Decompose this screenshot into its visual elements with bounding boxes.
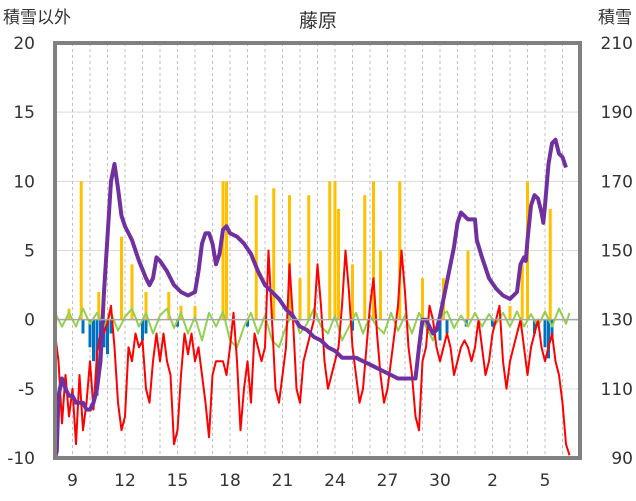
- blue-bar: [547, 319, 550, 359]
- blue-bar: [246, 319, 249, 327]
- yellow-bar: [466, 250, 470, 320]
- x-tick-label: 2: [487, 471, 498, 491]
- y-left-tick-label: 15: [13, 103, 35, 123]
- y-right-tick-label: 90: [611, 449, 633, 469]
- blue-bar: [106, 319, 109, 355]
- x-axis-ticks: 9 12 15 18 21 24 27 30 2 5: [67, 471, 550, 491]
- blue-bar: [533, 319, 536, 334]
- blue-bar: [144, 319, 148, 334]
- blue-bar: [550, 319, 554, 341]
- x-tick-label: 18: [219, 471, 241, 491]
- blue-bar: [351, 319, 354, 331]
- yellow-bar: [548, 209, 552, 320]
- blue-bar: [445, 319, 449, 334]
- right-axis-title: 積雪: [598, 8, 632, 28]
- blue-bar: [81, 319, 85, 334]
- x-tick-label: 27: [377, 471, 399, 491]
- yellow-bar: [351, 264, 354, 320]
- blue-bar: [543, 319, 547, 348]
- y-left-tick-label: 20: [13, 34, 35, 54]
- blue-bar: [491, 319, 494, 327]
- x-tick-label: 5: [540, 471, 551, 491]
- blue-bar: [438, 319, 442, 341]
- blue-bar: [141, 319, 144, 341]
- yellow-bar: [254, 195, 258, 320]
- yellow-bar: [120, 236, 123, 320]
- y-left-tick-label: 10: [13, 172, 35, 192]
- y-right-tick-label: 130: [601, 311, 633, 331]
- x-tick-label: 9: [67, 471, 78, 491]
- yellow-bar: [97, 292, 101, 320]
- y-left-tick-label: -10: [7, 449, 35, 469]
- left-axis-ticks: 20 15 10 5 0 -5 -10: [7, 34, 35, 469]
- yellow-bar: [520, 264, 524, 320]
- yellow-bar: [272, 188, 276, 320]
- yellow-bar: [130, 264, 134, 320]
- y-right-tick-label: 170: [601, 172, 633, 192]
- yellow-bar: [288, 195, 291, 320]
- right-axis-ticks: 210 190 170 150 130 110 90: [601, 34, 633, 469]
- yellow-bar: [421, 278, 424, 320]
- blue-bar: [109, 319, 113, 334]
- yellow-bar: [221, 181, 225, 320]
- yellow-bar: [398, 181, 402, 320]
- yellow-bar: [298, 278, 302, 320]
- x-tick-label: 15: [167, 471, 189, 491]
- y-right-tick-label: 190: [601, 103, 633, 123]
- y-right-tick-label: 150: [601, 242, 633, 262]
- yellow-bar: [337, 209, 340, 320]
- yellow-bar: [307, 195, 311, 320]
- yellow-bar: [508, 305, 512, 320]
- y-left-tick-label: 0: [24, 311, 35, 331]
- blue-bar: [88, 319, 92, 348]
- y-left-tick-label: -5: [18, 380, 35, 400]
- yellow-bar: [225, 181, 228, 320]
- yellow-bar: [193, 305, 197, 320]
- yellow-bar: [144, 292, 148, 320]
- chart-title: 藤原: [299, 10, 337, 32]
- x-tick-label: 30: [429, 471, 451, 491]
- yellow-bar: [333, 181, 337, 320]
- yellow-bar: [79, 181, 83, 320]
- yellow-bar: [379, 250, 382, 320]
- yellow-bar: [328, 181, 332, 320]
- blue-bar: [92, 319, 95, 362]
- left-axis-title: 積雪以外: [3, 8, 71, 28]
- line-series-layer: [53, 137, 571, 459]
- y-right-tick-label: 110: [601, 380, 633, 400]
- yellow-bar: [372, 181, 375, 320]
- x-tick-label: 24: [324, 471, 346, 491]
- yellow-bar: [167, 292, 171, 320]
- blue-bar: [176, 319, 179, 327]
- x-tick-label: 21: [272, 471, 294, 491]
- red-line: [54, 249, 571, 456]
- yellow-bar: [363, 195, 367, 320]
- plot-border: [53, 41, 582, 460]
- y-left-tick-label: 5: [24, 242, 35, 262]
- x-tick-label: 12: [114, 471, 136, 491]
- y-right-tick-label: 210: [601, 34, 633, 54]
- snow-depth-line: [53, 137, 568, 459]
